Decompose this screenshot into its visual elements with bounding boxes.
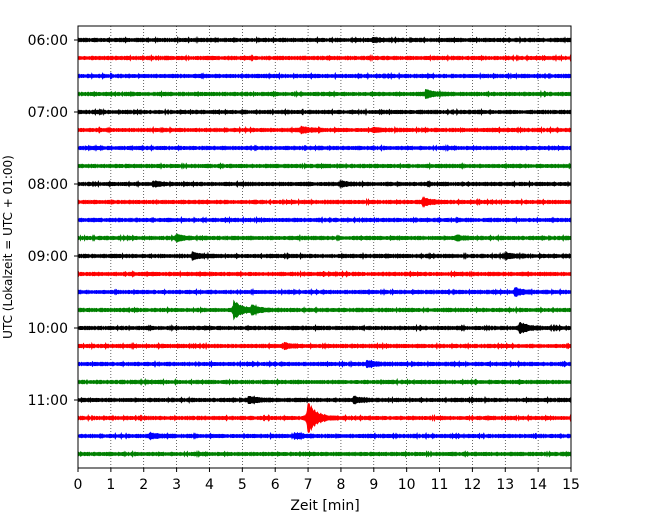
- plot-frame: [77, 25, 572, 469]
- x-tick-label: 4: [205, 477, 214, 493]
- x-axis-ticks: 0 1 2 3 4 5 6 7 8 9 10 11 12 13 14 15: [74, 468, 580, 493]
- x-axis-label: Zeit [min]: [290, 498, 359, 514]
- x-tick-label: 13: [496, 477, 514, 493]
- trace-0915: [77, 269, 572, 279]
- x-tick-label: 10: [398, 477, 416, 493]
- x-tick-label: 2: [139, 477, 148, 493]
- y-tick-label: 07:00: [28, 105, 68, 121]
- x-tick-label: 7: [304, 477, 313, 493]
- trace-group: [77, 35, 572, 458]
- x-tick-label: 11: [431, 477, 449, 493]
- x-tick-label: 15: [562, 477, 580, 493]
- x-tick-label: 1: [106, 477, 115, 493]
- x-tick-label: 6: [271, 477, 280, 493]
- x-tick-label: 5: [238, 477, 247, 493]
- y-tick-label: 10:00: [28, 321, 68, 337]
- y-axis-ticks: 06:00 07:00 08:00 09:00 10:00 11:00: [28, 33, 78, 409]
- x-tick-label: 0: [74, 477, 83, 493]
- y-tick-label: 06:00: [28, 33, 68, 49]
- y-tick-label: 09:00: [28, 249, 68, 265]
- x-tick-label: 9: [369, 477, 378, 493]
- y-tick-label: 08:00: [28, 177, 68, 193]
- x-tick-label: 14: [529, 477, 547, 493]
- x-tick-label: 8: [336, 477, 345, 493]
- y-tick-label: 11:00: [28, 393, 68, 409]
- y-axis-label: UTC (Lokalzeit = UTC + 01:00): [1, 155, 15, 339]
- x-tick-label: 3: [172, 477, 181, 493]
- x-tick-label: 12: [463, 477, 481, 493]
